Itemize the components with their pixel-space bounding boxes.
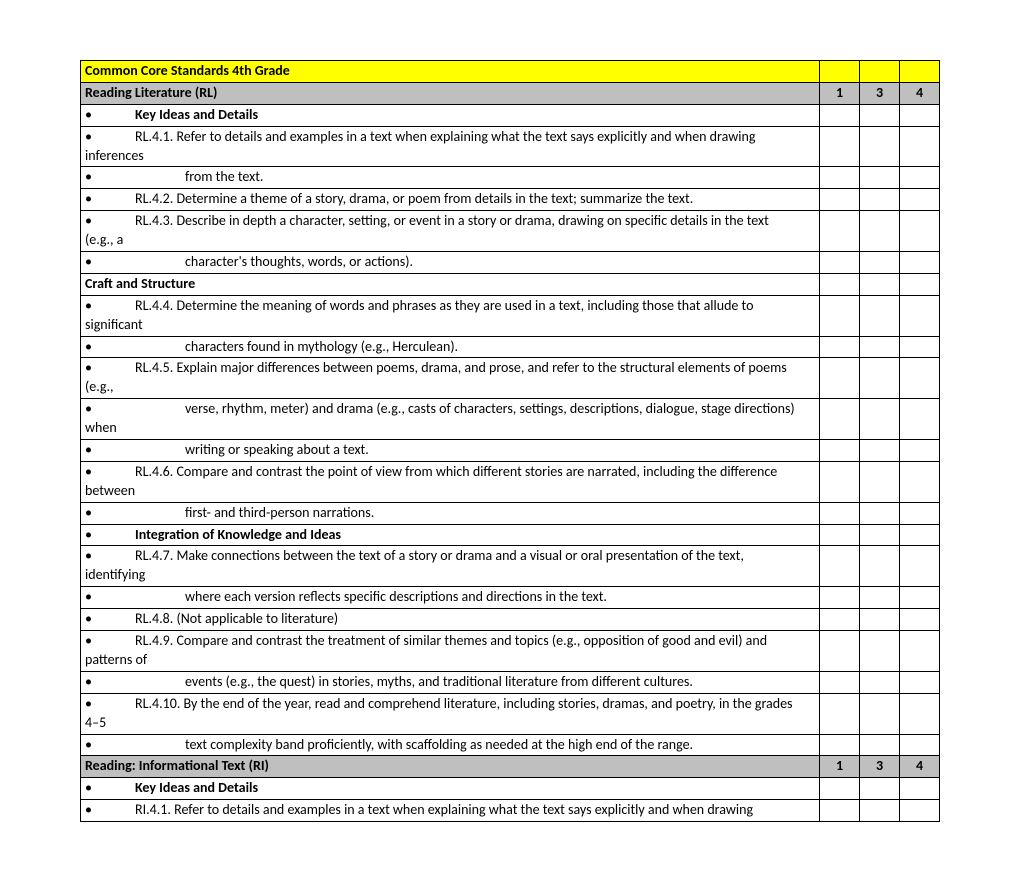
rl-row-3-text: •RL.4.2. Determine a theme of a story, d… [81,189,820,211]
rl-header-c1: 1 [820,82,860,104]
rl-row-16-text: •where each version reflects specific de… [81,587,820,609]
rl-row-10: •verse, rhythm, meter) and drama (e.g., … [81,399,940,440]
ri-row-1: •RI.4.1. Refer to details and examples i… [81,800,940,822]
rl-header-c2: 3 [860,82,900,104]
rl-row-9-text: •RL.4.5. Explain major differences betwe… [81,358,820,399]
rl-header-label: Reading Literature (RL) [81,82,820,104]
rl-row-18-text: •RL.4.9. Compare and contrast the treatm… [81,631,820,672]
rl-row-0-text: •Key Ideas and Details [81,104,820,126]
rl-row-1-text: •RL.4.1. Refer to details and examples i… [81,126,820,167]
rl-header-c3: 4 [900,82,940,104]
rl-row-8: •characters found in mythology (e.g., He… [81,336,940,358]
rl-row-21: •text complexity band proficiently, with… [81,734,940,756]
rl-row-7: •RL.4.4. Determine the meaning of words … [81,295,940,336]
rl-row-6-text: Craft and Structure [81,273,820,295]
rl-row-7-text: •RL.4.4. Determine the meaning of words … [81,295,820,336]
rl-row-20: •RL.4.10. By the end of the year, read a… [81,693,940,734]
rl-row-1: •RL.4.1. Refer to details and examples i… [81,126,940,167]
ri-row-1-text: •RI.4.1. Refer to details and examples i… [81,800,820,822]
rl-header-row: Reading Literature (RL)134 [81,82,940,104]
ri-header-c1: 1 [820,756,860,778]
rl-row-19: •events (e.g., the quest) in stories, my… [81,671,940,693]
rl-row-2-text: •from the text. [81,167,820,189]
rl-row-19-text: •events (e.g., the quest) in stories, my… [81,671,820,693]
ri-header-c2: 3 [860,756,900,778]
rl-row-14-text: •Integration of Knowledge and Ideas [81,524,820,546]
ri-row-0: •Key Ideas and Details [81,778,940,800]
title-pad [820,61,860,83]
rl-row-21-text: •text complexity band proficiently, with… [81,734,820,756]
rl-row-6: Craft and Structure [81,273,940,295]
rl-row-8-text: •characters found in mythology (e.g., He… [81,336,820,358]
rl-row-0: •Key Ideas and Details [81,104,940,126]
title-row: Common Core Standards 4th Grade [81,61,940,83]
rl-row-9: •RL.4.5. Explain major differences betwe… [81,358,940,399]
rl-row-17: •RL.4.8. (Not applicable to literature) [81,609,940,631]
rl-row-15: •RL.4.7. Make connections between the te… [81,546,940,587]
rl-row-10-text: •verse, rhythm, meter) and drama (e.g., … [81,399,820,440]
rl-row-11-text: •writing or speaking about a text. [81,440,820,462]
rl-row-11: •writing or speaking about a text. [81,440,940,462]
rl-row-3: •RL.4.2. Determine a theme of a story, d… [81,189,940,211]
rl-row-17-text: •RL.4.8. (Not applicable to literature) [81,609,820,631]
rl-row-12: •RL.4.6. Compare and contrast the point … [81,461,940,502]
ri-header-row: Reading: Informational Text (RI)134 [81,756,940,778]
rl-row-18: •RL.4.9. Compare and contrast the treatm… [81,631,940,672]
rl-row-20-text: •RL.4.10. By the end of the year, read a… [81,693,820,734]
rl-row-13-text: •first- and third-person narrations. [81,502,820,524]
title-cell: Common Core Standards 4th Grade [81,61,820,83]
rl-row-5-text: •character's thoughts, words, or actions… [81,252,820,274]
ri-header-label: Reading: Informational Text (RI) [81,756,820,778]
rl-row-15-text: •RL.4.7. Make connections between the te… [81,546,820,587]
title-pad [860,61,900,83]
standards-table: Common Core Standards 4th GradeReading L… [80,60,940,822]
rl-row-4: •RL.4.3. Describe in depth a character, … [81,211,940,252]
rl-row-13: •first- and third-person narrations. [81,502,940,524]
rl-row-4-text: •RL.4.3. Describe in depth a character, … [81,211,820,252]
rl-row-5: •character's thoughts, words, or actions… [81,252,940,274]
ri-row-0-text: •Key Ideas and Details [81,778,820,800]
rl-row-14: •Integration of Knowledge and Ideas [81,524,940,546]
rl-row-16: •where each version reflects specific de… [81,587,940,609]
ri-header-c3: 4 [900,756,940,778]
title-pad [900,61,940,83]
rl-row-12-text: •RL.4.6. Compare and contrast the point … [81,461,820,502]
rl-row-2: •from the text. [81,167,940,189]
